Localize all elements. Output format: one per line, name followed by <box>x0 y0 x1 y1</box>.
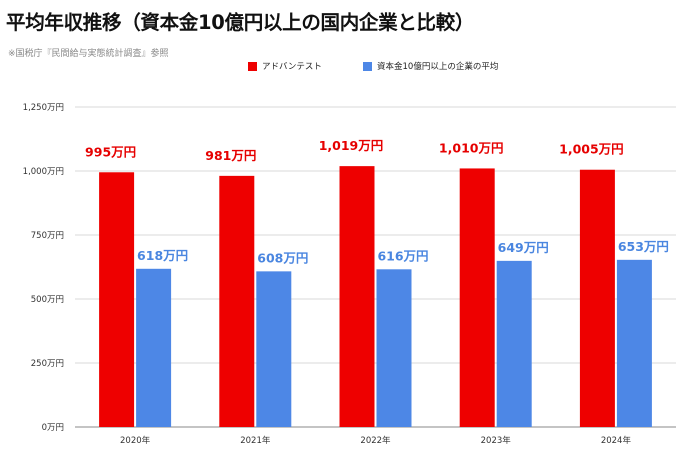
y-tick-label: 750万円 <box>31 231 64 241</box>
data-label-advantest: 1,005万円 <box>559 142 624 157</box>
legend-item-advantest: アドバンテスト <box>248 60 322 72</box>
bar-average <box>616 259 652 427</box>
bar-advantest <box>459 168 495 427</box>
x-tick-label: 2021年 <box>240 435 271 446</box>
bar-average <box>136 268 172 427</box>
y-tick-label: 250万円 <box>31 359 64 369</box>
data-label-average: 653万円 <box>618 239 669 254</box>
source-note: ※国税庁『民間給与実態統計調査』参照 <box>8 49 169 59</box>
legend-swatch-average <box>363 61 372 71</box>
data-label-advantest: 995万円 <box>85 144 136 159</box>
x-tick-label: 2024年 <box>601 435 632 446</box>
bar-average <box>376 269 412 427</box>
data-label-advantest: 1,010万円 <box>439 140 504 155</box>
y-tick-label: 0万円 <box>42 423 64 433</box>
x-tick-label: 2022年 <box>360 435 391 446</box>
bar-average <box>256 271 292 427</box>
bar-average <box>496 260 532 427</box>
y-tick-label: 500万円 <box>31 295 64 305</box>
data-label-average: 608万円 <box>257 250 308 265</box>
data-label-average: 618万円 <box>137 248 188 263</box>
y-tick-label: 1,000万円 <box>23 167 64 177</box>
legend-label-advantest: アドバンテスト <box>262 62 322 72</box>
bar-advantest <box>579 169 615 427</box>
chart-title: 平均年収推移（資本金10億円以上の国内企業と比較） <box>6 11 475 34</box>
data-label-advantest: 981万円 <box>205 148 256 163</box>
bar-advantest <box>219 175 255 427</box>
bar-advantest <box>339 166 375 428</box>
data-label-average: 616万円 <box>377 248 428 263</box>
bar-advantest <box>99 172 135 427</box>
y-tick-label: 1,250万円 <box>23 103 64 113</box>
data-label-advantest: 1,019万円 <box>319 138 384 153</box>
legend: アドバンテスト 資本金10億円以上の企業の平均 <box>0 60 700 74</box>
data-label-average: 649万円 <box>498 240 549 255</box>
legend-item-average: 資本金10億円以上の企業の平均 <box>363 60 498 72</box>
x-tick-label: 2020年 <box>120 435 151 446</box>
legend-swatch-advantest <box>248 61 257 71</box>
legend-label-average: 資本金10億円以上の企業の平均 <box>377 62 499 72</box>
x-tick-label: 2023年 <box>481 435 512 446</box>
